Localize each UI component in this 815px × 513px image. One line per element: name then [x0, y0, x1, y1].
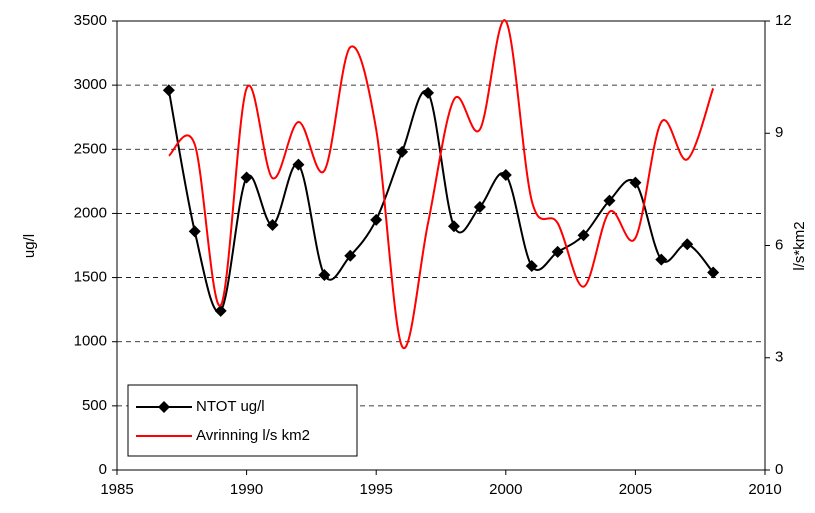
legend-label: Avrinning l/s km2: [196, 427, 310, 444]
marker: [629, 176, 642, 189]
marker: [396, 145, 409, 158]
marker: [681, 238, 694, 251]
marker: [162, 84, 175, 97]
y-tick-label: 1500: [74, 269, 107, 286]
y-tick-label: 1000: [74, 333, 107, 350]
x-tick-label: 2000: [489, 481, 522, 498]
marker: [266, 218, 279, 231]
marker: [344, 249, 357, 262]
legend-label: NTOT ug/l: [196, 398, 265, 415]
y2-tick-label: 3: [775, 349, 783, 366]
marker: [370, 213, 383, 226]
marker: [525, 260, 538, 273]
marker: [292, 158, 305, 171]
y-tick-label: 0: [99, 461, 107, 478]
marker: [655, 253, 668, 266]
plot-frame: [116, 20, 766, 471]
x-tick-label: 2010: [748, 481, 781, 498]
marker: [214, 304, 227, 317]
y2-tick-label: 0: [775, 461, 783, 478]
y-tick-label: 2000: [74, 204, 107, 221]
marker: [603, 194, 616, 207]
y-tick-label: 500: [82, 397, 107, 414]
x-tick-label: 1990: [230, 481, 263, 498]
y-tick-label: 3000: [74, 76, 107, 93]
x-tick-label: 1985: [100, 481, 133, 498]
x-tick-label: 1995: [360, 481, 393, 498]
marker: [499, 168, 512, 181]
marker: [422, 86, 435, 99]
y2-axis-label: l/s*km2: [791, 221, 808, 270]
y2-tick-label: 6: [775, 236, 783, 253]
legend-box: [127, 384, 358, 457]
marker: [707, 266, 720, 279]
marker: [318, 269, 331, 282]
marker: [551, 245, 564, 258]
legend-marker: [158, 401, 170, 413]
series-line: [168, 19, 715, 350]
marker: [473, 201, 486, 214]
marker: [577, 229, 590, 242]
y-axis-label: ug/l: [21, 234, 38, 258]
marker: [447, 220, 460, 233]
x-tick-label: 2005: [619, 481, 652, 498]
y-tick-label: 3500: [74, 12, 107, 29]
y2-tick-label: 9: [775, 124, 783, 141]
y2-tick-label: 12: [775, 12, 792, 29]
marker: [188, 225, 201, 238]
y-tick-label: 2500: [74, 140, 107, 157]
marker: [240, 171, 253, 184]
